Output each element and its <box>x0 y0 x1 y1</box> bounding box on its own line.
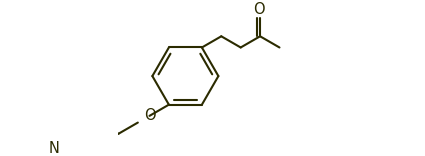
Text: O: O <box>144 108 155 123</box>
Text: N: N <box>49 141 60 156</box>
Text: O: O <box>253 2 265 17</box>
